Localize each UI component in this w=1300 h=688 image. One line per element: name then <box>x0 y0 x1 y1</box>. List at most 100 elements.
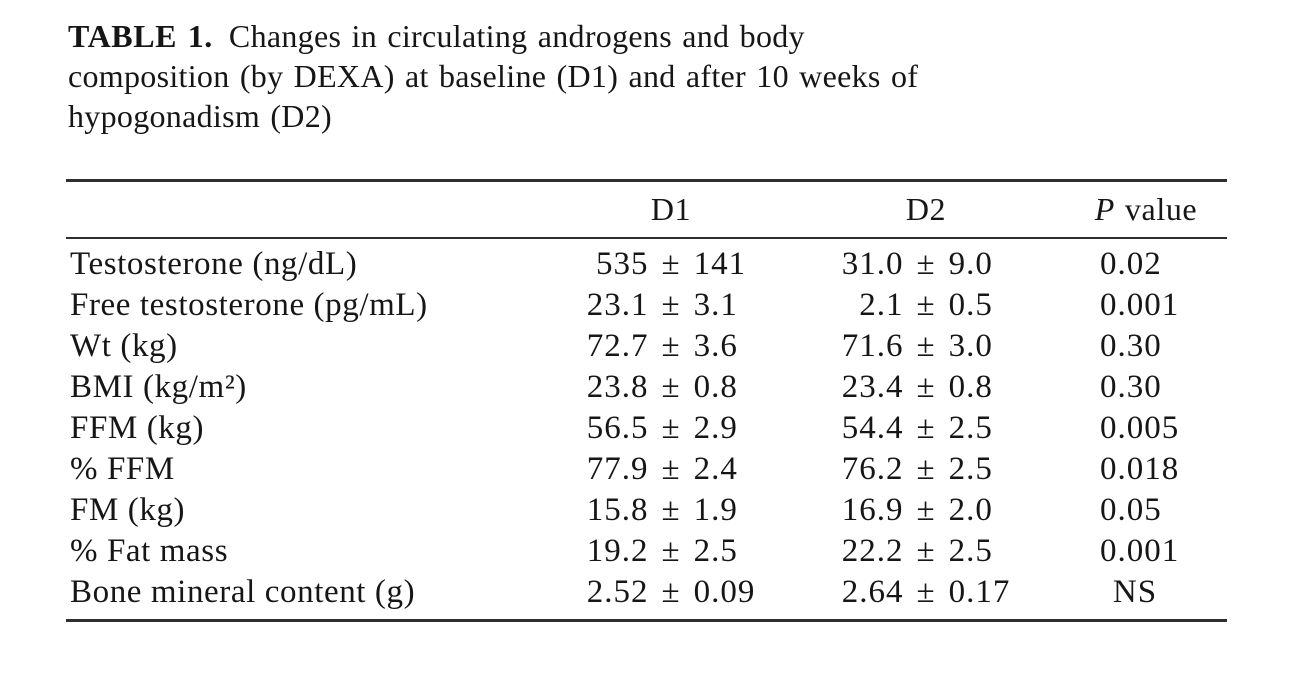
table-number: TABLE 1. <box>68 18 213 54</box>
plus-minus-icon: ± <box>916 410 936 446</box>
d2-sd: 2.5 <box>948 533 993 569</box>
p-value: 0.30 <box>1100 369 1162 405</box>
d1-mean: 15.8 <box>586 492 649 528</box>
d1-sd: 1.9 <box>693 492 738 528</box>
col-header-d2: D2 <box>905 191 947 227</box>
p-value: 0.001 <box>1100 287 1180 323</box>
row-label: Bone mineral content (g) <box>70 574 416 610</box>
table-body: Testosterone (ng/dL) 535 ±141 31.0 ±9.0 0.… <box>66 239 1227 622</box>
p-value-header-italic: P <box>1094 191 1115 227</box>
d2-mean: 31.0 <box>841 246 904 282</box>
table-row: % Fat mass 19.2 ±2.5 22.2 ±2.5 0.001 <box>66 531 1227 572</box>
d2-sd: 2.5 <box>948 451 993 487</box>
row-label: % Fat mass <box>70 533 229 569</box>
caption-line-3: hypogonadism (D2) <box>68 98 332 134</box>
d2-mean: 54.4 <box>841 410 904 446</box>
d1-mean: 535 <box>595 246 649 282</box>
table-row: Bone mineral content (g) 2.52 ±0.09 2.64 ±… <box>66 572 1227 613</box>
p-value-header-rest: value <box>1124 191 1198 227</box>
d1-mean: 19.2 <box>586 533 649 569</box>
d2-mean: 16.9 <box>841 492 904 528</box>
d2-sd: 0.5 <box>948 287 993 323</box>
d1-sd: 2.4 <box>693 451 738 487</box>
row-label: FFM (kg) <box>70 410 205 446</box>
d2-sd: 0.17 <box>948 574 1011 610</box>
d2-sd: 9.0 <box>948 246 993 282</box>
d2-value: 71.6 ±3.0 <box>831 328 1021 365</box>
plus-minus-icon: ± <box>916 246 936 282</box>
d1-sd: 3.1 <box>693 287 738 323</box>
plus-minus-icon: ± <box>916 574 936 610</box>
table-row: % FFM 77.9 ±2.4 76.2 ±2.5 0.018 <box>66 449 1227 490</box>
d2-value: 76.2 ±2.5 <box>831 451 1021 488</box>
row-label: Wt (kg) <box>70 328 178 364</box>
table-row: Free testosterone (pg/mL) 23.1 ±3.1 2.1 ±0… <box>66 285 1227 326</box>
d1-mean: 72.7 <box>586 328 649 364</box>
plus-minus-icon: ± <box>661 533 681 569</box>
d2-value: 54.4 ±2.5 <box>831 410 1021 447</box>
row-label: BMI (kg/m²) <box>70 369 247 405</box>
d1-value: 535 ±141 <box>511 246 831 283</box>
p-value: 0.001 <box>1100 533 1180 569</box>
d1-value: 2.52 ±0.09 <box>511 574 831 611</box>
d1-sd: 0.09 <box>693 574 756 610</box>
d1-value: 56.5 ±2.9 <box>511 410 831 447</box>
table-row: Wt (kg) 72.7 ±3.6 71.6 ±3.0 0.30 <box>66 326 1227 367</box>
d2-value: 22.2 ±2.5 <box>831 533 1021 570</box>
d1-mean: 2.52 <box>586 574 649 610</box>
plus-minus-icon: ± <box>916 492 936 528</box>
plus-minus-icon: ± <box>916 287 936 323</box>
col-header-d1: D1 <box>650 191 692 227</box>
row-label: FM (kg) <box>70 492 186 528</box>
d1-mean: 23.1 <box>586 287 649 323</box>
d2-mean: 22.2 <box>841 533 904 569</box>
p-value: 0.05 <box>1100 492 1162 528</box>
d2-sd: 0.8 <box>948 369 993 405</box>
plus-minus-icon: ± <box>661 492 681 528</box>
p-value: 0.02 <box>1100 246 1162 282</box>
plus-minus-icon: ± <box>916 533 936 569</box>
row-label: Testosterone (ng/dL) <box>70 246 358 282</box>
table-caption: TABLE 1. Changes in circulating androgens… <box>68 16 918 136</box>
p-value: 0.30 <box>1100 328 1162 364</box>
d2-value: 16.9 ±2.0 <box>831 492 1021 529</box>
d1-sd: 3.6 <box>693 328 738 364</box>
table-row: Testosterone (ng/dL) 535 ±141 31.0 ±9.0 0.… <box>66 244 1227 285</box>
plus-minus-icon: ± <box>661 246 681 282</box>
d1-value: 72.7 ±3.6 <box>511 328 831 365</box>
d2-value: 2.64 ±0.17 <box>831 574 1021 611</box>
plus-minus-icon: ± <box>661 574 681 610</box>
d2-value: 2.1 ±0.5 <box>831 287 1021 324</box>
d1-sd: 2.9 <box>693 410 738 446</box>
table-row: BMI (kg/m²) 23.8 ±0.8 23.4 ±0.8 0.30 <box>66 367 1227 408</box>
d1-value: 23.8 ±0.8 <box>511 369 831 406</box>
d1-sd: 2.5 <box>693 533 738 569</box>
plus-minus-icon: ± <box>916 328 936 364</box>
p-value: NS <box>1112 574 1158 610</box>
d2-mean: 2.1 <box>859 287 904 323</box>
plus-minus-icon: ± <box>661 451 681 487</box>
table-row: FFM (kg) 56.5 ±2.9 54.4 ±2.5 0.005 <box>66 408 1227 449</box>
d2-sd: 2.5 <box>948 410 993 446</box>
d1-value: 23.1 ±3.1 <box>511 287 831 324</box>
d2-sd: 3.0 <box>948 328 993 364</box>
d2-value: 23.4 ±0.8 <box>831 369 1021 406</box>
d1-value: 77.9 ±2.4 <box>511 451 831 488</box>
p-value: 0.005 <box>1100 410 1180 446</box>
plus-minus-icon: ± <box>916 451 936 487</box>
plus-minus-icon: ± <box>661 287 681 323</box>
row-label: % FFM <box>70 451 175 487</box>
p-value: 0.018 <box>1100 451 1180 487</box>
d2-mean: 76.2 <box>841 451 904 487</box>
plus-minus-icon: ± <box>916 369 936 405</box>
d1-value: 19.2 ±2.5 <box>511 533 831 570</box>
d1-sd: 0.8 <box>693 369 738 405</box>
d1-value: 15.8 ±1.9 <box>511 492 831 529</box>
d1-mean: 77.9 <box>586 451 649 487</box>
plus-minus-icon: ± <box>661 369 681 405</box>
caption-line-1: TABLE 1. Changes in circulating androgens… <box>68 16 918 56</box>
d2-value: 31.0 ±9.0 <box>831 246 1021 283</box>
